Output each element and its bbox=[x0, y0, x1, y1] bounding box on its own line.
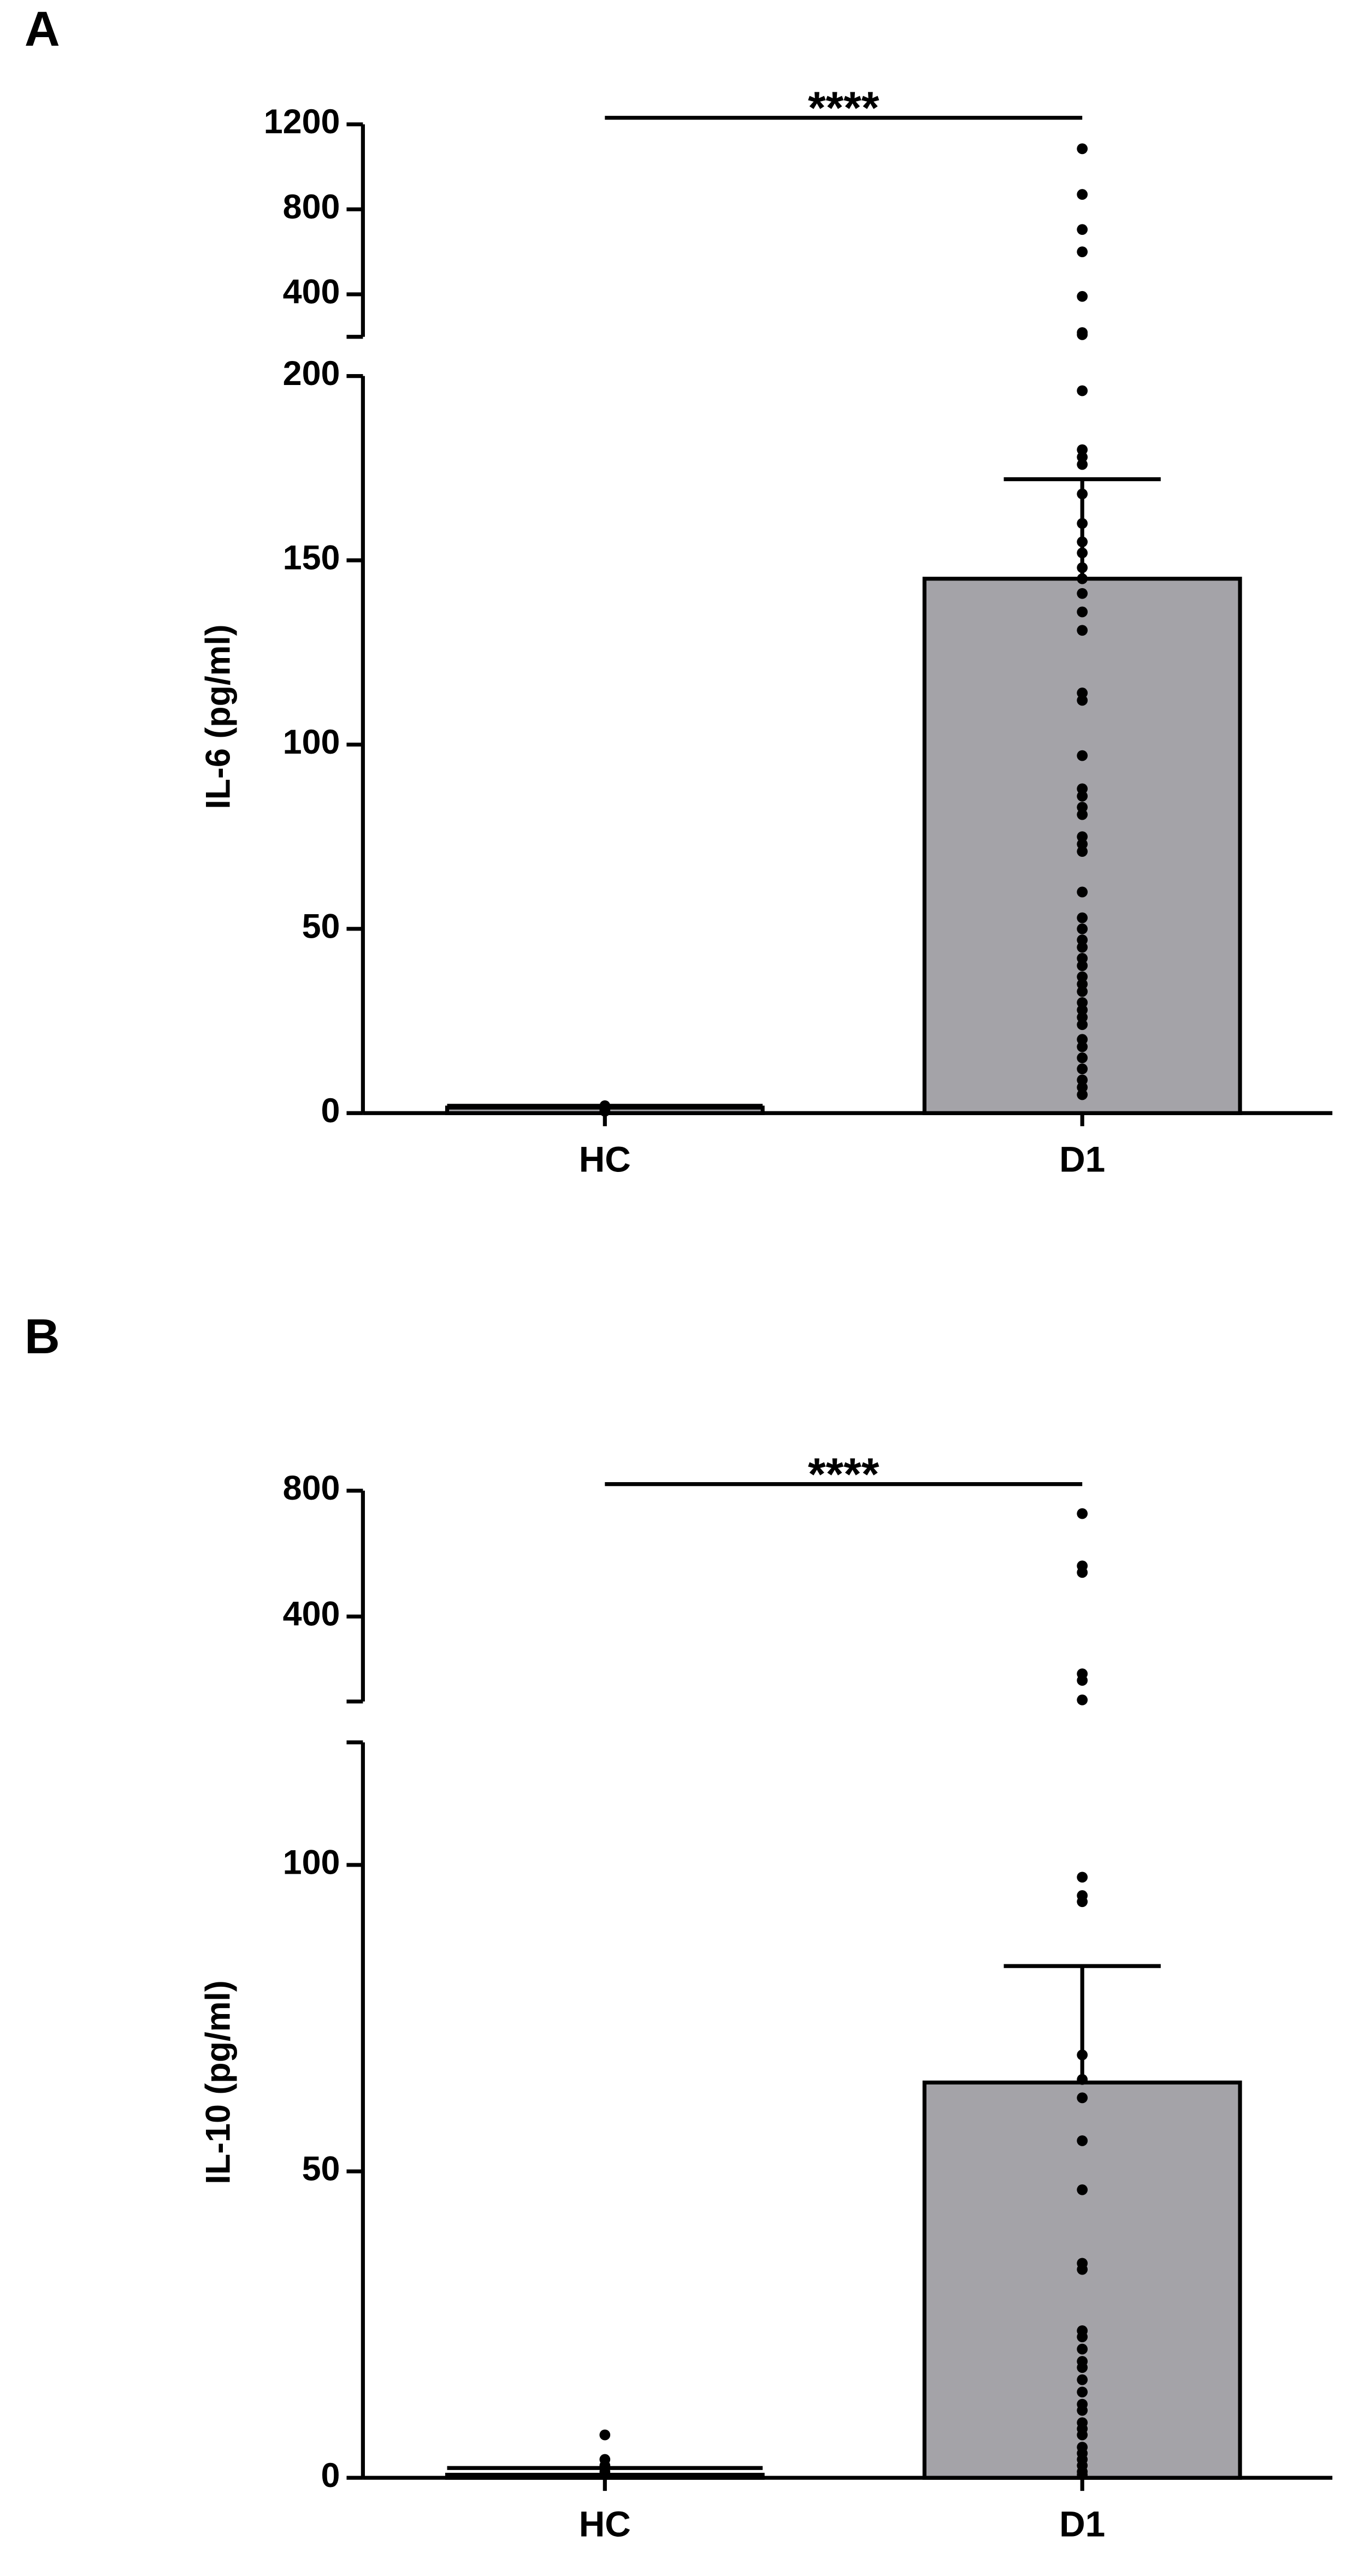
data-point bbox=[1077, 1089, 1088, 1100]
y-tick-label: 400 bbox=[283, 273, 340, 311]
data-point bbox=[1077, 2469, 1088, 2480]
y-tick-label: 50 bbox=[302, 907, 340, 945]
data-point bbox=[1077, 329, 1088, 340]
panel-label: A bbox=[25, 2, 60, 57]
data-point bbox=[1077, 2343, 1088, 2355]
data-point bbox=[1077, 809, 1088, 820]
data-point bbox=[1077, 1063, 1088, 1075]
data-point bbox=[1077, 1872, 1088, 1883]
error-bar bbox=[1003, 1964, 1161, 2083]
data-point bbox=[1077, 2386, 1088, 2397]
data-point bbox=[1077, 886, 1088, 898]
data-point bbox=[1077, 2092, 1088, 2104]
data-point bbox=[1077, 385, 1088, 396]
data-point bbox=[1077, 1675, 1088, 1686]
data-point bbox=[1077, 606, 1088, 618]
x-tick-label: D1 bbox=[1059, 1139, 1105, 1179]
data-point bbox=[1077, 960, 1088, 972]
data-point bbox=[1077, 802, 1088, 813]
data-point bbox=[1077, 459, 1088, 470]
data-point bbox=[599, 2469, 611, 2480]
data-point bbox=[1077, 547, 1088, 559]
data-point bbox=[1077, 2374, 1088, 2385]
y-tick-label: 100 bbox=[283, 723, 340, 761]
data-point bbox=[1077, 923, 1088, 934]
data-point bbox=[1077, 2429, 1088, 2441]
data-point bbox=[1077, 783, 1088, 795]
data-point bbox=[1077, 2074, 1088, 2085]
data-point bbox=[1077, 2135, 1088, 2146]
y-axis-label: IL-6 (pg/ml) bbox=[199, 624, 238, 809]
y-tick-label: 0 bbox=[321, 1092, 340, 1130]
y-tick-label: 200 bbox=[283, 354, 340, 393]
data-point bbox=[1077, 971, 1088, 982]
data-point bbox=[1077, 2362, 1088, 2373]
panel-label: B bbox=[25, 1310, 60, 1364]
data-point bbox=[1077, 838, 1088, 850]
data-point bbox=[1077, 573, 1088, 584]
data-point bbox=[1077, 2264, 1088, 2275]
data-point bbox=[1077, 1082, 1088, 1093]
data-point bbox=[1077, 997, 1088, 1008]
data-point bbox=[1077, 941, 1088, 953]
data-point bbox=[1077, 695, 1088, 706]
data-point bbox=[1077, 291, 1088, 302]
data-point bbox=[1077, 986, 1088, 997]
y-tick-label: 1200 bbox=[264, 103, 340, 141]
y-tick-label: 400 bbox=[283, 1595, 340, 1633]
data-point bbox=[1077, 518, 1088, 529]
x-tick-label: HC bbox=[579, 2503, 631, 2544]
significance-label: **** bbox=[808, 82, 879, 133]
data-point bbox=[1077, 189, 1088, 200]
data-point bbox=[1077, 912, 1088, 923]
data-point bbox=[1077, 1011, 1088, 1023]
data-point bbox=[1077, 536, 1088, 548]
data-point bbox=[1077, 1074, 1088, 1086]
data-point bbox=[1077, 750, 1088, 761]
y-tick-label: 800 bbox=[283, 1469, 340, 1507]
y-axis-label: IL-10 (pg/ml) bbox=[199, 1980, 238, 2184]
data-point bbox=[1077, 488, 1088, 500]
data-point bbox=[1077, 2184, 1088, 2195]
data-point bbox=[1077, 625, 1088, 636]
y-tick-label: 0 bbox=[321, 2456, 340, 2495]
data-point bbox=[1077, 1004, 1088, 1016]
data-point bbox=[1077, 1694, 1088, 1706]
data-point bbox=[1077, 1019, 1088, 1031]
data-point bbox=[1077, 588, 1088, 599]
data-point bbox=[1077, 2331, 1088, 2342]
y-tick-label: 100 bbox=[283, 1844, 340, 1882]
data-point bbox=[1077, 934, 1088, 945]
data-point bbox=[1077, 452, 1088, 463]
data-point bbox=[1077, 1896, 1088, 1908]
y-tick-label: 50 bbox=[302, 2150, 340, 2188]
y-tick-label: 800 bbox=[283, 188, 340, 226]
data-point bbox=[1077, 831, 1088, 843]
data-point bbox=[1077, 1052, 1088, 1063]
data-point bbox=[1077, 791, 1088, 802]
data-point bbox=[1077, 224, 1088, 235]
data-point bbox=[1077, 2049, 1088, 2060]
x-tick-label: HC bbox=[579, 1139, 631, 1179]
data-point bbox=[1077, 688, 1088, 698]
data-point bbox=[1077, 2405, 1088, 2416]
data-point bbox=[1077, 143, 1088, 155]
data-point bbox=[1077, 952, 1088, 964]
data-point bbox=[1077, 1041, 1088, 1052]
significance-label: **** bbox=[808, 1448, 879, 1500]
data-point bbox=[1077, 1034, 1088, 1045]
data-point bbox=[1077, 1508, 1088, 1519]
data-point bbox=[599, 2429, 611, 2441]
data-point bbox=[1077, 246, 1088, 257]
y-tick-label: 150 bbox=[283, 539, 340, 577]
data-point bbox=[599, 1100, 611, 1111]
data-point bbox=[1077, 979, 1088, 990]
x-tick-label: D1 bbox=[1059, 2503, 1105, 2544]
data-point bbox=[1077, 1567, 1088, 1578]
data-point bbox=[1077, 846, 1088, 857]
data-point bbox=[1077, 444, 1088, 455]
data-point bbox=[1077, 562, 1088, 573]
